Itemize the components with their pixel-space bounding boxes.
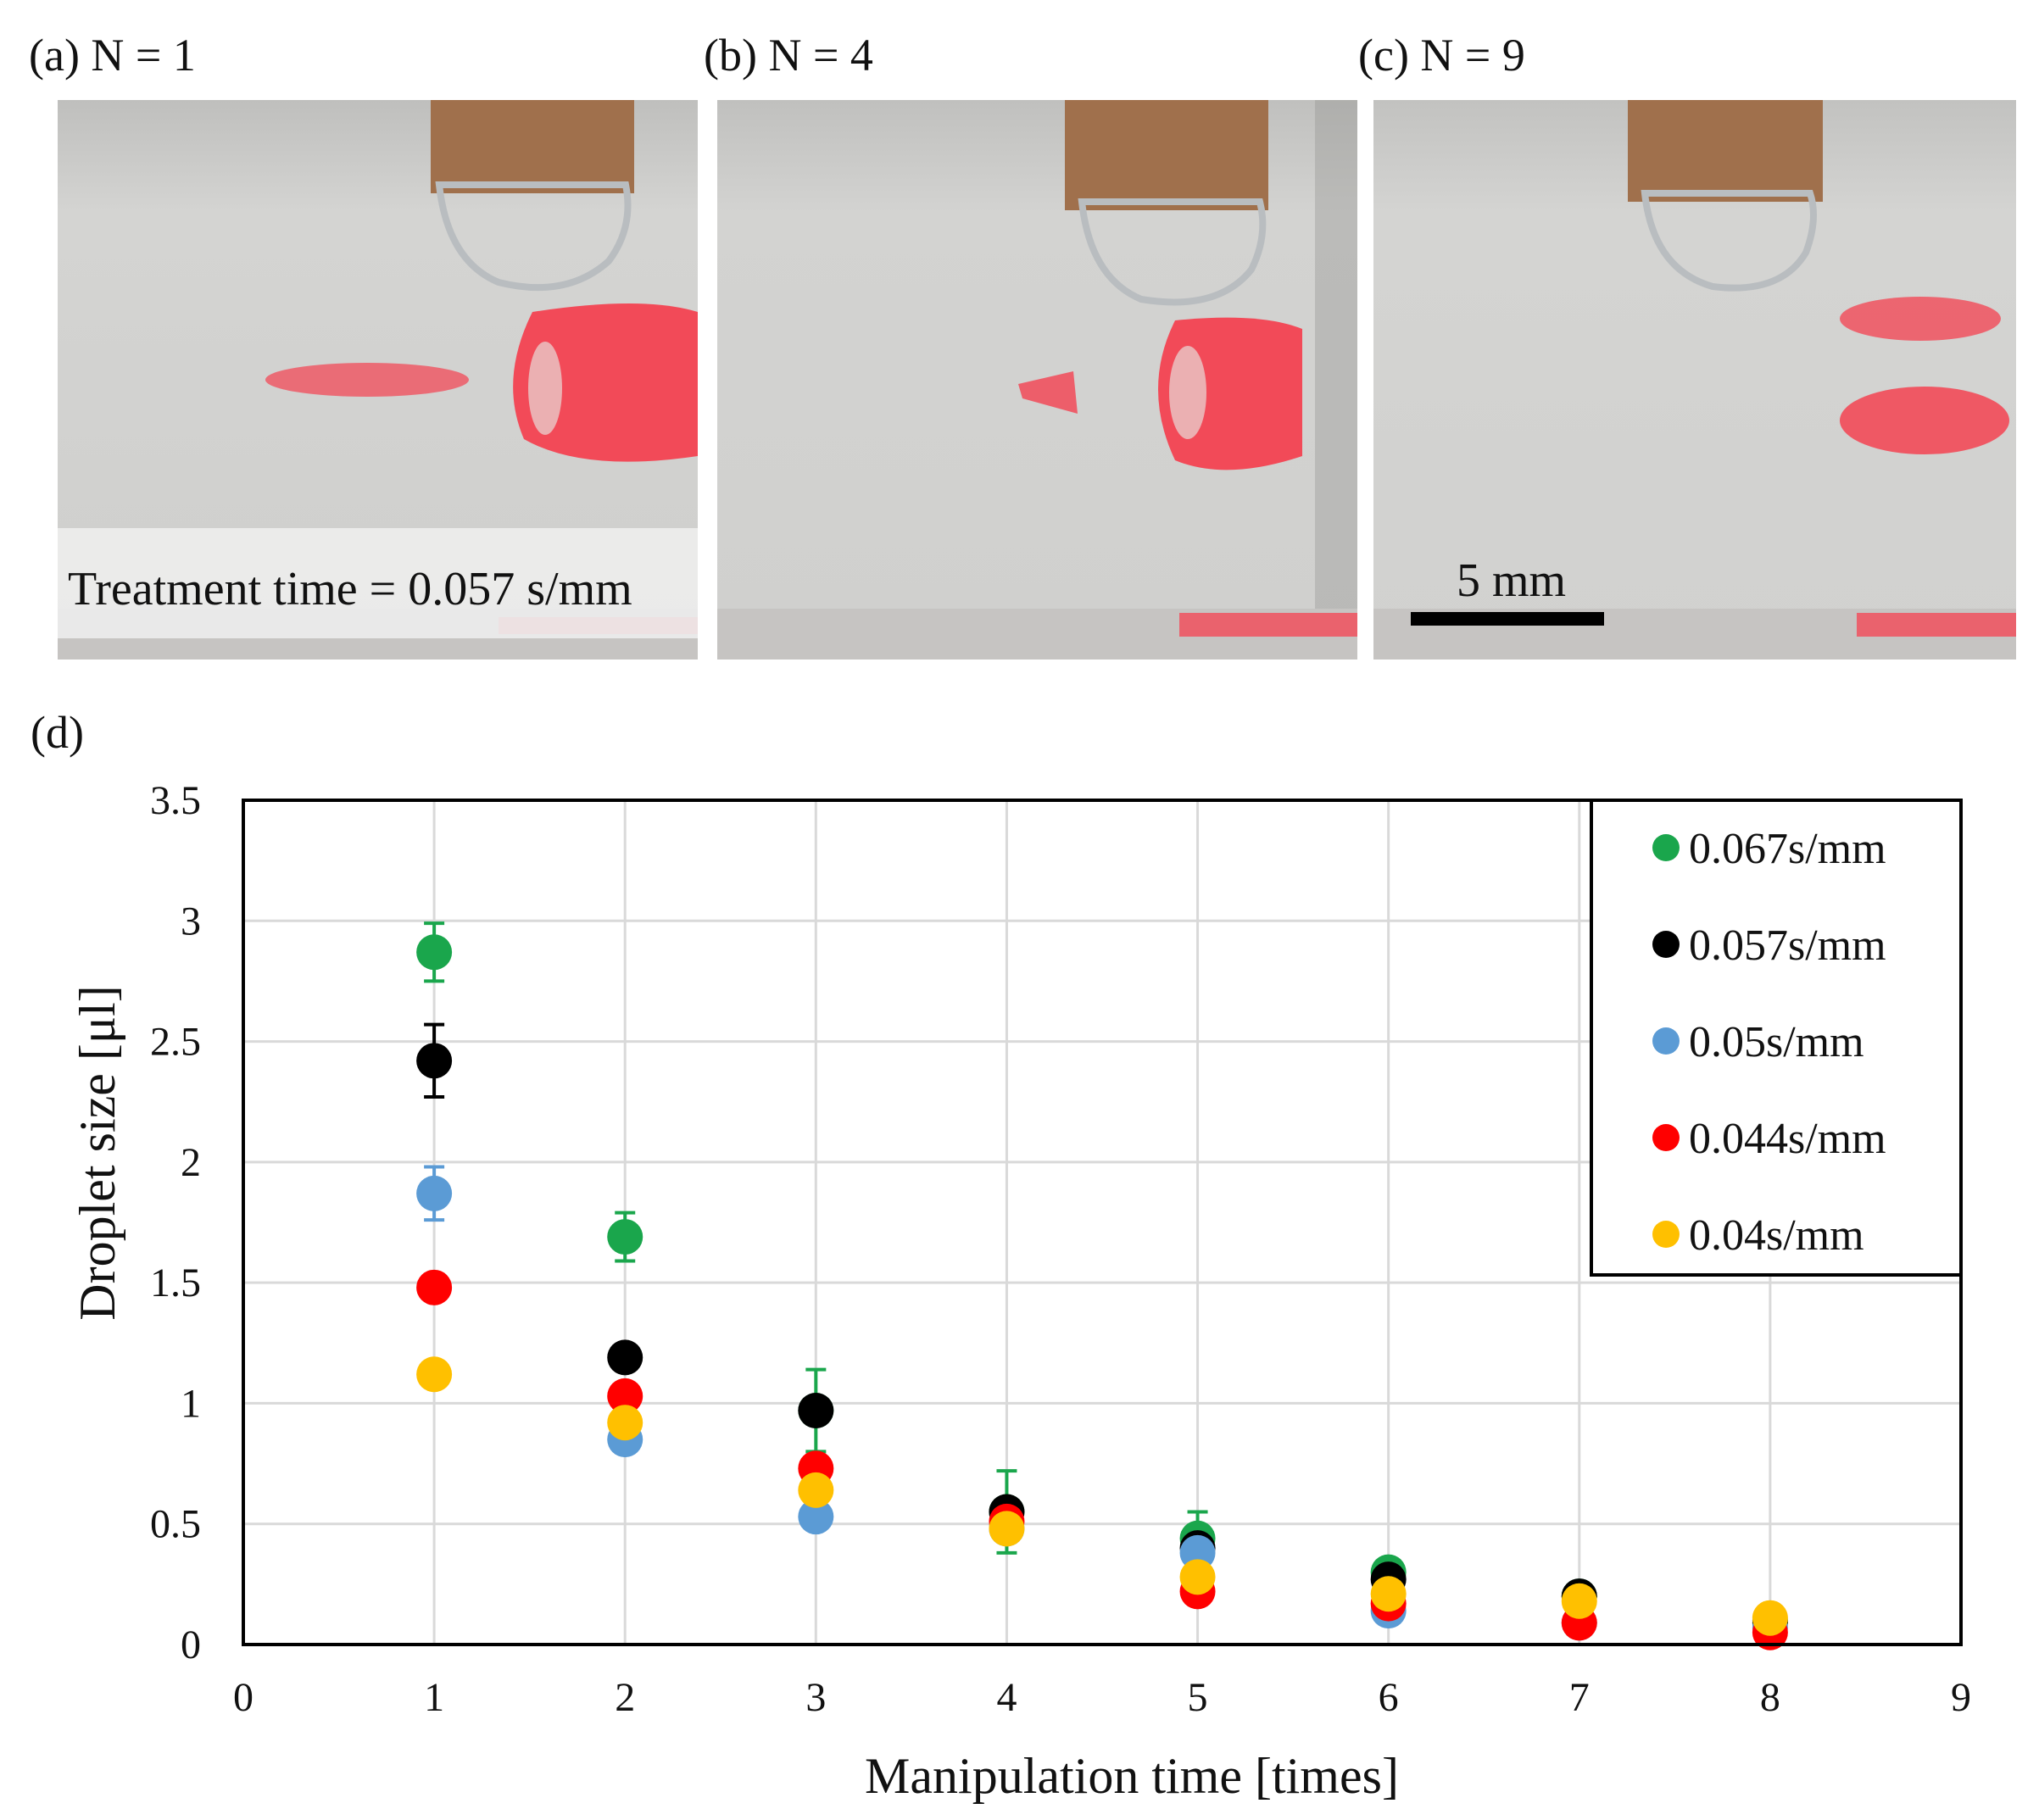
scale-bar-label: 5 mm	[1457, 554, 1567, 607]
legend-label: 0.067s/mm	[1689, 825, 1886, 873]
legend-marker	[1652, 834, 1680, 861]
series-0.04s/mm	[416, 1356, 1788, 1636]
legend-marker	[1652, 1221, 1680, 1248]
data-point	[1179, 1559, 1216, 1595]
panel-c-label: (c) N = 9	[1358, 30, 1525, 81]
data-point	[607, 1405, 643, 1441]
legend-label: 0.044s/mm	[1689, 1115, 1886, 1163]
y-axis-label: Droplet size [μl]	[70, 985, 125, 1320]
legend-marker	[1652, 1027, 1680, 1055]
data-point	[607, 1219, 643, 1255]
data-point	[607, 1378, 643, 1414]
data-point	[798, 1499, 834, 1535]
data-series	[416, 921, 1788, 1650]
photo-panel-a: Treatment time = 0.057 s/mm	[58, 100, 698, 660]
y-tick-label: 2.5	[150, 1020, 201, 1065]
photo-panel-b	[717, 100, 1357, 660]
legend-marker	[1652, 931, 1680, 958]
panel-d-label: (d)	[31, 707, 84, 758]
y-tick-label: 1	[181, 1381, 201, 1426]
x-tick-label: 7	[1569, 1675, 1590, 1720]
photo-panel-c: 5 mm	[1373, 100, 2016, 660]
data-point	[416, 934, 453, 971]
x-tick-label: 4	[996, 1675, 1017, 1720]
data-point	[416, 1269, 453, 1305]
y-tick-label: 3.5	[150, 778, 201, 823]
x-tick-label: 1	[424, 1675, 444, 1720]
data-point	[1370, 1576, 1407, 1612]
data-point	[989, 1511, 1025, 1547]
x-axis-label: Manipulation time [times]	[865, 1748, 1399, 1804]
x-tick-label: 6	[1379, 1675, 1399, 1720]
series-0.057s/mm	[416, 1022, 1788, 1641]
x-tick-label: 3	[805, 1675, 826, 1720]
data-point	[416, 1356, 453, 1393]
x-tick-label: 9	[1951, 1675, 1971, 1720]
data-point	[416, 1043, 453, 1079]
droplet-photo-c	[1373, 100, 2016, 660]
legend-label: 0.05s/mm	[1689, 1018, 1864, 1066]
legend-label: 0.04s/mm	[1689, 1211, 1864, 1260]
panel-b-label: (b) N = 4	[704, 30, 873, 81]
y-tick-label: 1.5	[150, 1261, 201, 1305]
y-tick-label: 3	[181, 899, 201, 943]
data-point	[1752, 1600, 1788, 1636]
x-tick-label: 8	[1760, 1675, 1780, 1720]
x-tick-label: 2	[615, 1675, 635, 1720]
data-point	[798, 1392, 834, 1428]
droplet-photo-b	[717, 100, 1357, 660]
caption-box	[58, 528, 698, 638]
y-tick-label: 0.5	[150, 1502, 201, 1547]
data-point	[1561, 1583, 1597, 1619]
legend-label: 0.057s/mm	[1689, 921, 1886, 970]
legend: 0.067s/mm 0.057s/mm 0.05s/mm 0.044s/mm 0.04s…	[1590, 799, 1963, 1277]
series-0.067s/mm	[416, 921, 1788, 1639]
data-point	[607, 1339, 643, 1376]
panel-a-label: (a) N = 1	[29, 30, 196, 81]
axis-ticks: 0 1 2 3 4 5 6 7 8 9 0 0.5 1 1.5 2 2.5 3 3.5	[150, 778, 1971, 1720]
x-tick-label: 0	[233, 1675, 253, 1720]
x-tick-label: 5	[1188, 1675, 1208, 1720]
y-tick-label: 2	[181, 1140, 201, 1185]
droplet-size-chart: (d) 0 1 2 3 4 5 6 7 8 9 0 0.5 1 1.5 2 2.5 3 3.5 Manipulat…	[31, 707, 1971, 1804]
legend-marker	[1652, 1124, 1680, 1151]
scale-bar	[1411, 612, 1604, 626]
data-point	[798, 1472, 834, 1508]
treatment-time-caption: Treatment time = 0.057 s/mm	[68, 563, 632, 615]
y-tick-label: 0	[181, 1622, 201, 1667]
data-point	[416, 1175, 453, 1211]
